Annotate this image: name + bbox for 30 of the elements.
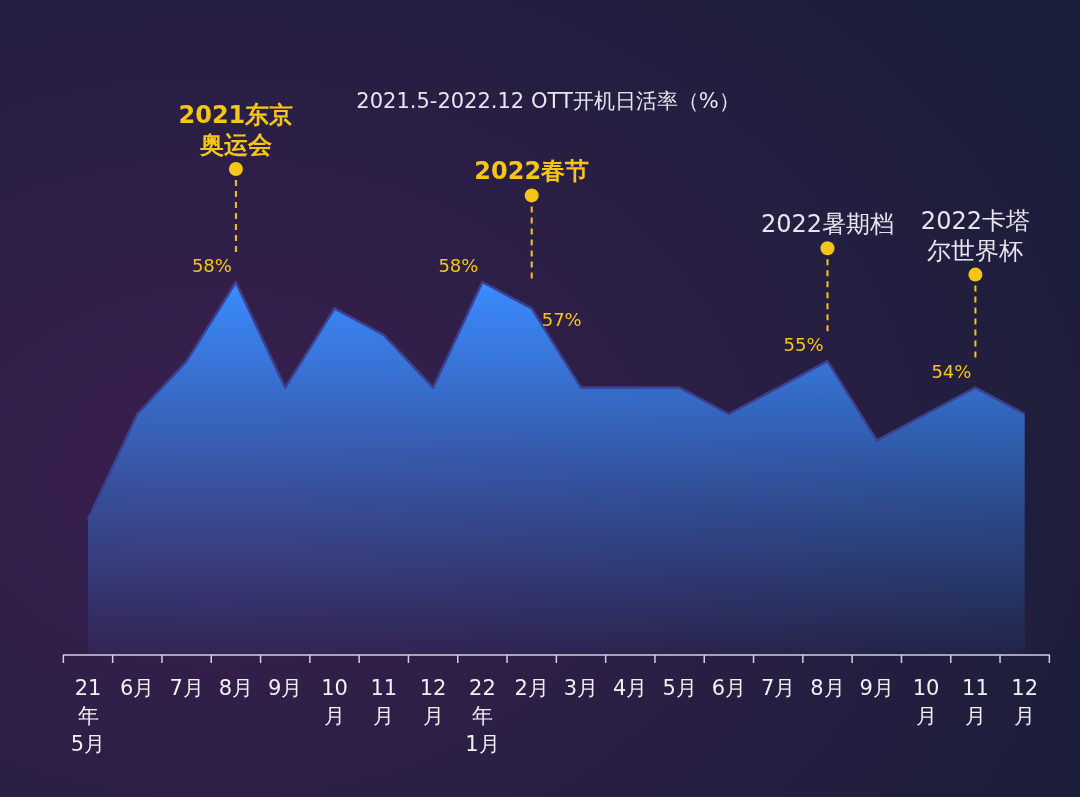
x-tick-label: 10 月 [912, 676, 940, 728]
x-tick-label: 12 月 [419, 676, 447, 728]
x-tick-label: 21 年 5月 [70, 676, 106, 756]
x-tick-label: 8月 [810, 676, 845, 700]
x-tick-label: 9月 [268, 676, 303, 700]
x-tick-label: 9月 [859, 676, 894, 700]
x-tick-label: 8月 [218, 676, 254, 700]
x-tick-label: 7月 [761, 676, 796, 700]
text: 2021东京奥运会 [178, 101, 294, 159]
x-tick-label: 2月 [514, 676, 549, 700]
x-tick-label: 6月 [711, 676, 747, 700]
x-tick-label: 7月 [169, 676, 204, 700]
data-label: 58% [191, 255, 232, 276]
x-tick-label: 3月 [563, 676, 599, 700]
x-tick-label: 10 月 [321, 676, 348, 728]
data-label: 54% [931, 360, 972, 382]
data-label: 55% [783, 334, 824, 356]
x-tick-label: 11 月 [962, 676, 989, 728]
x-tick-label: 11 月 [370, 676, 398, 728]
x-tick-label: 22 年 1月 [465, 676, 500, 756]
data-label: 57% [541, 309, 582, 331]
text: 2022卡塔尔世界杯 [920, 206, 1030, 265]
x-tick-label: 4月 [613, 676, 648, 700]
x-tick-label: 6月 [120, 676, 155, 700]
x-tick-label: 12 月 [1011, 676, 1039, 728]
chart-title: 2021.5-2022.12 OTT开机日活率（%） [356, 89, 740, 113]
x-tick-label: 5月 [662, 676, 697, 700]
text: 2022春节 [474, 157, 590, 186]
data-label: 58% [438, 255, 479, 276]
text: 2022暑期档 [760, 210, 895, 239]
